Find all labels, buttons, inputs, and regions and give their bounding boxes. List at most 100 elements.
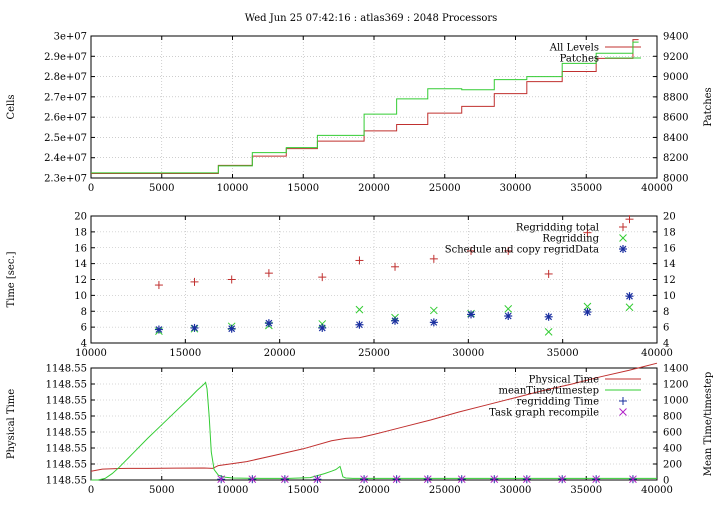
series-regridding-total-point	[467, 246, 476, 255]
y2-tick-label: 400	[663, 444, 682, 455]
series-task-graph-recompile-point	[592, 475, 601, 484]
series-schedule-and-copy-regriddata-point	[467, 310, 476, 319]
y-tick-label: 3e+07	[54, 32, 87, 43]
x-tick-label: 35000	[547, 348, 579, 359]
series-schedule-and-copy-regriddata-point	[190, 323, 199, 332]
y2-tick-label: 8400	[663, 133, 688, 144]
series-regridding-total-point	[154, 281, 163, 290]
series-schedule-and-copy-regriddata-point	[544, 312, 553, 321]
series-regridding-point-b	[583, 302, 592, 311]
series-task-graph-recompile-point	[360, 475, 368, 484]
x-tick-label: 25000	[429, 485, 461, 496]
y-axis-title: Cells	[6, 94, 17, 119]
series-task-graph-recompile-point-b	[629, 475, 637, 484]
series-regridding-total-point	[264, 269, 273, 278]
plot-frame	[90, 35, 658, 179]
y2-tick-label: 10	[663, 291, 676, 302]
series-task-graph-recompile-point	[522, 475, 531, 484]
legend-label: meanTime/timestep	[498, 386, 599, 397]
legend-label: regridding Time	[517, 397, 599, 408]
series-regridding-total-point	[583, 228, 592, 237]
series-task-graph-recompile-point-b	[360, 475, 368, 484]
y2-tick-label: 1000	[663, 396, 688, 407]
series-regridding-point-b	[625, 303, 634, 312]
y-tick-label: 1148.55	[46, 364, 87, 375]
y-tick-label: 2.5e+07	[44, 133, 87, 144]
x-tick-label: 15000	[287, 485, 319, 496]
x-tick-label: 40000	[641, 348, 673, 359]
legend-label: Physical Time	[529, 375, 599, 386]
series-meantime-timestep-line	[91, 381, 657, 481]
legend-label: Regridding	[542, 234, 599, 245]
y-tick-label: 10	[74, 291, 87, 302]
legend-label: Regridding total	[516, 223, 599, 234]
y2-tick-label: 9200	[663, 52, 688, 63]
x-tick-label: 40000	[641, 485, 673, 496]
x-tick-label: 5000	[149, 485, 174, 496]
series-task-graph-recompile-point	[629, 475, 637, 484]
series-regridding-total-point	[227, 275, 236, 284]
legend-swatch-marker-b	[619, 408, 627, 416]
y2-tick-label: 1400	[663, 364, 688, 375]
x-tick-label: 40000	[641, 183, 673, 194]
y-tick-label: 4	[81, 339, 87, 350]
series-regridding-point-b	[355, 305, 364, 314]
series-task-graph-recompile-point	[313, 475, 322, 484]
y2-tick-label: 20	[663, 212, 676, 223]
x-tick-label: 25000	[358, 348, 390, 359]
series-schedule-and-copy-regriddata-point	[391, 316, 400, 325]
x-tick-label: 10000	[75, 348, 107, 359]
legend-label: All Levels	[549, 43, 599, 54]
series-regridding-total-point	[544, 269, 553, 278]
y-tick-label: 1148.55	[46, 396, 87, 407]
x-tick-label: 10000	[217, 183, 249, 194]
series-schedule-and-copy-regriddata-point-b	[584, 308, 591, 316]
y-tick-label: 2.3e+07	[44, 174, 87, 185]
y-tick-label: 1148.55	[46, 476, 87, 487]
series-task-graph-recompile-point	[558, 475, 567, 484]
series-regridding-total-point	[429, 254, 438, 263]
legend-label: Schedule and copy regridData	[445, 245, 599, 256]
series-schedule-and-copy-regriddata-point-b	[430, 318, 438, 326]
series-all-levels-line	[91, 39, 639, 175]
legend-label: Task graph recompile	[489, 408, 599, 419]
series-schedule-and-copy-regriddata-point	[625, 292, 634, 301]
y-tick-label: 14	[74, 259, 87, 270]
series-task-graph-recompile-point-b	[313, 475, 322, 484]
legend-swatch-marker	[619, 408, 627, 416]
y2-tick-label: 8200	[663, 153, 688, 164]
y2-tick-label: 8600	[663, 113, 688, 124]
y-tick-label: 2.6e+07	[44, 113, 87, 124]
series-schedule-and-copy-regriddata-point	[264, 319, 273, 328]
y-tick-label: 8	[81, 307, 87, 318]
series-schedule-and-copy-regriddata-point-b	[155, 326, 163, 333]
series-task-graph-recompile-point	[217, 475, 226, 484]
y2-tick-label: 16	[663, 243, 676, 254]
series-schedule-and-copy-regriddata-point-b	[318, 324, 326, 332]
series-schedule-and-copy-regriddata-point-b	[391, 317, 399, 325]
y2-tick-label: 200	[663, 460, 682, 471]
x-tick-label: 5000	[149, 183, 174, 194]
legend-swatch-marker-b	[619, 245, 627, 253]
series-task-graph-recompile-point-b	[490, 475, 499, 484]
x-tick-label: 15000	[287, 183, 319, 194]
series-regridding-total-point	[318, 273, 327, 282]
plot-frame	[90, 367, 658, 481]
series-task-graph-recompile-point-b	[392, 475, 401, 484]
series-schedule-and-copy-regriddata-point-b	[504, 312, 512, 320]
y-tick-label: 1148.55	[46, 412, 87, 423]
y2-axis-title: Patches	[703, 87, 714, 126]
series-schedule-and-copy-regriddata-point	[583, 308, 592, 317]
series-regridding-point-b	[429, 306, 438, 315]
series-schedule-and-copy-regriddata-point-b	[626, 292, 633, 300]
y-tick-label: 2.4e+07	[44, 153, 87, 164]
y2-tick-label: 0	[663, 476, 669, 487]
y-tick-label: 1148.55	[46, 380, 87, 391]
series-schedule-and-copy-regriddata-point	[504, 312, 513, 321]
y-axis-title: Time [sec.]	[6, 251, 17, 307]
x-tick-label: 20000	[358, 183, 390, 194]
y-tick-label: 1148.55	[46, 444, 87, 455]
legend-swatch-marker	[619, 223, 627, 231]
